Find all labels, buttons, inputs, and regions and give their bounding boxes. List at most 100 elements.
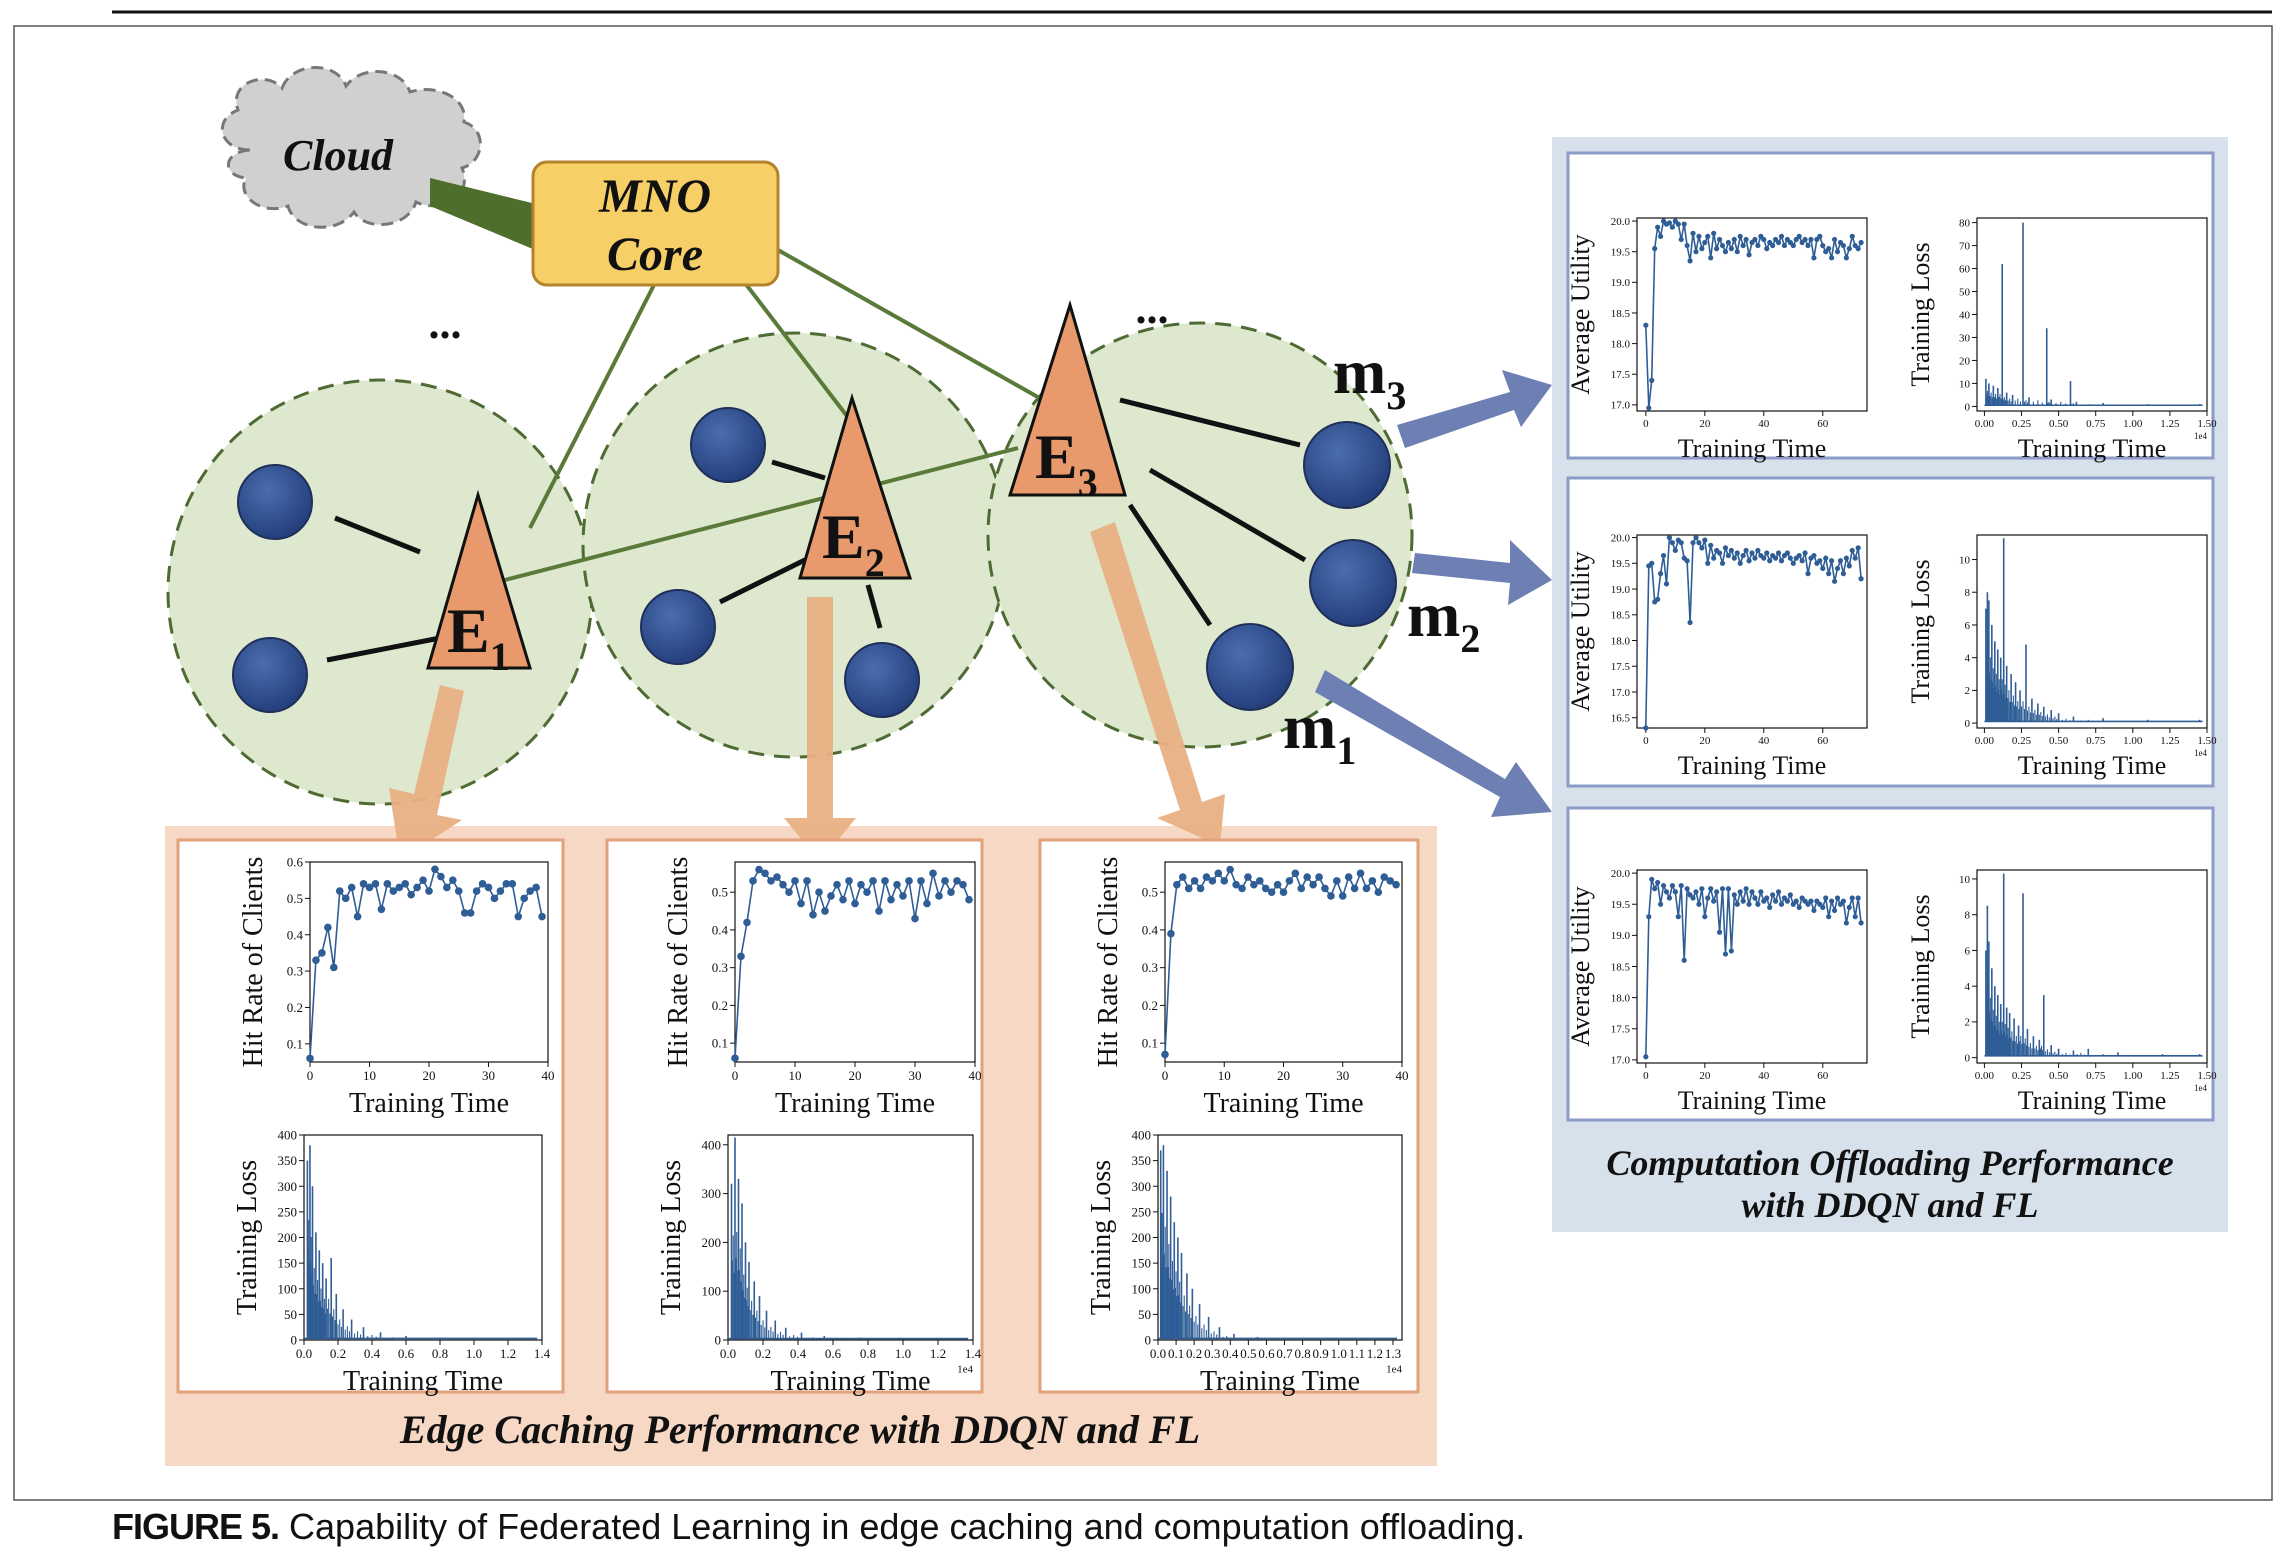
data-point <box>1708 542 1714 548</box>
edge-node-E2 <box>798 392 913 580</box>
data-point <box>821 907 829 915</box>
data-point <box>1666 220 1673 226</box>
x-tick-label: 0.2 <box>755 1346 771 1361</box>
data-point <box>1737 560 1743 566</box>
data-point <box>1693 534 1699 541</box>
y-axis-label: Average Utility <box>1566 551 1595 712</box>
data-point <box>929 869 937 878</box>
plot-area <box>1976 534 2208 729</box>
y-tick-label: 18.0 <box>1611 992 1631 1004</box>
y-tick-label: 70 <box>1959 240 1971 252</box>
x-axis-label: Training Time <box>1203 1088 1363 1119</box>
y-tick-label: 150 <box>278 1256 298 1271</box>
data-point <box>1232 880 1240 889</box>
x-tick-label: 0.8 <box>1294 1346 1310 1361</box>
data-point <box>1208 877 1217 885</box>
user-nodes <box>232 407 1397 718</box>
y-tick-label: 0 <box>291 1333 298 1348</box>
x-tick-label: 0.50 <box>2049 735 2069 747</box>
x-tick-label: 0.6 <box>398 1346 415 1361</box>
y-tick-label: 4 <box>1965 981 1971 993</box>
x-tick-label: 0.00 <box>1975 1070 1995 1082</box>
data-point <box>1858 576 1864 582</box>
mno-core-label-line1: MNO <box>598 170 711 223</box>
y-tick-label: 100 <box>278 1281 298 1296</box>
data-point <box>1655 596 1661 602</box>
caching-arrows <box>389 522 1225 862</box>
data-point <box>1852 914 1858 920</box>
data-point <box>833 880 841 889</box>
data-point <box>1796 552 1802 559</box>
y-tick-label: 0.6 <box>287 855 304 870</box>
data-point <box>1196 884 1205 893</box>
x-tick-label: 0.2 <box>1186 1346 1202 1361</box>
x-tick-label: 20 <box>1699 735 1711 747</box>
data-point <box>797 899 805 908</box>
data-point <box>1725 886 1732 892</box>
cell-E1 <box>166 378 594 806</box>
y-tick-label: 0.1 <box>712 1036 728 1051</box>
data-point <box>1787 555 1793 561</box>
y-tick-label: 2 <box>1965 685 1971 697</box>
data-point <box>1173 880 1181 889</box>
arrow-m3-to-panel <box>1397 370 1552 448</box>
data-point <box>1728 246 1734 252</box>
y-axis-label: Training Loss <box>656 1160 687 1315</box>
data-point <box>1761 236 1767 243</box>
data-point <box>1303 873 1311 881</box>
data-point <box>312 956 320 964</box>
y-tick-label: 19.5 <box>1611 899 1631 911</box>
data-point <box>1719 560 1726 566</box>
chart-m3-loss: 0.00 0.25 0.50 0.75 1.00 1.25 1.50 0 10 20 30 40 50 6… <box>1906 217 2217 463</box>
y-tick-label: 0.4 <box>287 927 304 942</box>
data-point <box>1660 882 1667 889</box>
y-tick-label: 50 <box>1959 286 1971 298</box>
data-point <box>1743 547 1749 554</box>
data-point <box>1817 558 1823 564</box>
y-tick-label: 0.3 <box>1142 960 1158 975</box>
data-point <box>1743 886 1749 892</box>
data-point <box>1669 882 1675 889</box>
data-point <box>809 911 817 919</box>
data-point <box>1799 558 1805 564</box>
data-point <box>1746 558 1752 564</box>
offloading-panel-title-line2: with DDQN and FL <box>1741 1185 2038 1225</box>
x-axis-label: Training Time <box>1678 751 1827 780</box>
x-tick-label: 20 <box>1699 418 1711 430</box>
data-point <box>1708 255 1714 261</box>
y-tick-label: 20.0 <box>1611 532 1631 544</box>
data-point <box>1746 901 1752 907</box>
y-tick-label: 2 <box>1965 1017 1971 1029</box>
data-point <box>347 883 356 892</box>
data-point <box>743 918 751 927</box>
data-point <box>1811 907 1817 914</box>
data-point <box>324 923 332 932</box>
y-tick-label: 50 <box>284 1307 297 1322</box>
data-point <box>1849 233 1855 239</box>
data-point <box>1752 236 1758 243</box>
data-point <box>1267 888 1276 896</box>
y-tick-label: 17.5 <box>1611 661 1631 673</box>
y-tick-label: 0 <box>715 1333 722 1348</box>
data-point <box>306 1054 314 1063</box>
x-axis-label: Training Time <box>2018 1086 2167 1115</box>
y-tick-label: 6 <box>1965 620 1971 632</box>
y-tick-label: 0.5 <box>1142 885 1158 900</box>
data-point <box>1220 877 1229 885</box>
data-point <box>1392 880 1400 889</box>
data-point <box>1309 880 1317 889</box>
arrow-E1-to-panel <box>389 685 464 860</box>
y-axis-label: Training Loss <box>1906 559 1935 703</box>
mobile-label-m3-sub: 3 <box>1386 373 1406 418</box>
x-tick-label: 10 <box>363 1068 376 1083</box>
data-point <box>1657 571 1664 577</box>
y-tick-label: 18.5 <box>1611 961 1631 973</box>
link-core-E2 <box>743 281 852 422</box>
data-point <box>413 883 421 892</box>
x-axis-label: Training Time <box>1678 1086 1827 1115</box>
data-point <box>1214 869 1223 878</box>
x-tick-label: 1.00 <box>2123 418 2143 430</box>
y-tick-label: 0.4 <box>712 922 729 937</box>
data-point <box>1802 236 1808 243</box>
